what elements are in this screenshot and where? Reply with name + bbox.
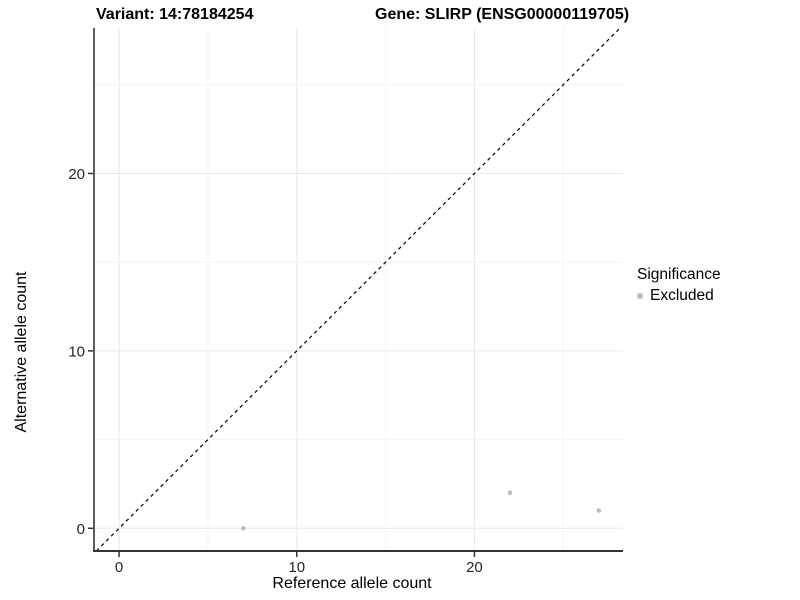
legend-point-icon xyxy=(637,293,643,299)
legend: Significance Excluded xyxy=(637,266,721,305)
y-axis-title: Alternative allele count xyxy=(13,271,30,433)
y-tick-label: 0 xyxy=(77,521,85,538)
identity-reference-line xyxy=(95,27,621,552)
x-tick-label: 10 xyxy=(288,559,305,576)
data-point xyxy=(596,508,602,513)
data-point xyxy=(507,490,513,496)
legend-title: Significance xyxy=(637,266,721,283)
x-tick-label: 0 xyxy=(115,559,123,576)
y-tick-label: 20 xyxy=(68,166,85,183)
plot-title-variant: Variant: 14:78184254 xyxy=(96,6,254,23)
x-axis-title: Reference allele count xyxy=(272,575,432,592)
y-tick-label: 10 xyxy=(68,343,85,360)
x-tick-label: 20 xyxy=(466,559,483,576)
legend-entry-excluded: Excluded xyxy=(637,287,721,305)
data-point xyxy=(241,525,246,531)
legend-entry-label: Excluded xyxy=(650,287,714,304)
plot-title-gene: Gene: SLIRP (ENSG00000119705) xyxy=(375,6,630,23)
